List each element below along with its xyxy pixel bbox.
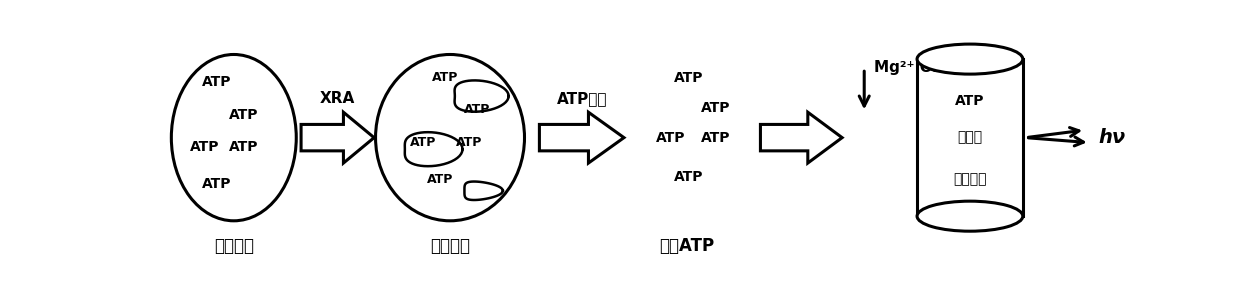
Ellipse shape [376,55,525,221]
Text: ATP: ATP [701,100,730,115]
Text: ATP: ATP [464,103,490,116]
Text: ATP: ATP [228,107,258,122]
Text: ATP: ATP [190,140,219,154]
Text: ATP: ATP [202,75,231,89]
Text: ATP裂解: ATP裂解 [557,91,606,106]
Text: ATP: ATP [432,71,459,84]
Text: XRA: XRA [320,91,355,106]
Text: ATP: ATP [428,173,454,186]
Polygon shape [539,112,624,163]
Text: ATP: ATP [228,140,258,154]
Polygon shape [404,132,463,166]
Text: ATP: ATP [673,170,703,184]
Ellipse shape [918,44,1023,74]
Text: 细菌细胞: 细菌细胞 [213,237,254,255]
Text: ATP: ATP [410,136,436,149]
Text: hν: hν [1099,128,1126,147]
Ellipse shape [918,201,1023,231]
Text: ATP: ATP [456,136,482,149]
Text: 游离ATP: 游离ATP [658,237,714,255]
Text: 荧光素酶: 荧光素酶 [954,172,987,186]
Polygon shape [465,182,503,200]
Polygon shape [760,112,842,163]
Text: ATP: ATP [202,177,231,191]
Bar [918,59,1023,216]
Text: ATP: ATP [955,94,985,108]
Polygon shape [455,80,508,112]
Text: ATP: ATP [673,70,703,85]
Text: ATP: ATP [656,130,686,145]
Text: ATP: ATP [701,130,730,145]
Text: 荧光素: 荧光素 [957,130,982,145]
Text: Mg²⁺ O₂: Mg²⁺ O₂ [874,60,939,75]
Text: 细胞裂解: 细胞裂解 [430,237,470,255]
Ellipse shape [171,55,296,221]
Polygon shape [301,112,374,163]
